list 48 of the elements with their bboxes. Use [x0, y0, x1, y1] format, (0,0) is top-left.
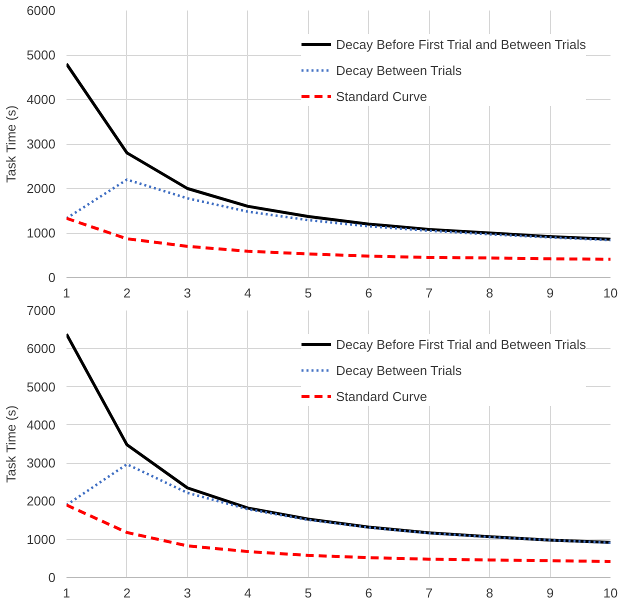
- x-tick-label: 1: [62, 586, 70, 600]
- x-tick-label: 1: [62, 286, 70, 300]
- x-tick-label: 10: [603, 586, 618, 600]
- x-tick-label: 8: [486, 286, 494, 300]
- y-tick-label: 0: [48, 570, 56, 585]
- x-tick-label: 7: [426, 586, 433, 600]
- y-tick-label: 4000: [26, 92, 56, 107]
- x-tick-label: 8: [486, 586, 494, 600]
- line-series: [66, 504, 610, 563]
- y-tick-label: 2000: [26, 181, 56, 196]
- y-tick-label: 0: [48, 270, 56, 285]
- y-tick-label: 7000: [26, 303, 56, 318]
- x-tick-label: 5: [304, 586, 312, 600]
- x-tick-label: 5: [304, 286, 312, 300]
- x-tick-label: 4: [244, 286, 252, 300]
- y-axis-title: Task Time (s): [4, 105, 19, 183]
- y-tick-label: 5000: [26, 379, 56, 394]
- y-tick-label: 6000: [26, 341, 56, 356]
- x-tick-label: 10: [603, 286, 618, 300]
- legend-label: Decay Between Trials: [336, 62, 462, 78]
- legend-label: Standard Curve: [336, 388, 428, 404]
- x-tick-label: 6: [365, 586, 372, 600]
- line-series: [66, 62, 610, 241]
- x-tick-label: 9: [546, 286, 554, 300]
- y-tick-label: 3000: [26, 456, 56, 471]
- y-tick-label: 1000: [26, 532, 56, 547]
- x-tick-label: 7: [426, 286, 433, 300]
- y-axis-title: Task Time (s): [4, 405, 19, 483]
- y-tick-label: 4000: [26, 417, 56, 432]
- x-tick-label: 4: [244, 586, 252, 600]
- y-tick-label: 6000: [26, 3, 56, 18]
- x-tick-label: 3: [184, 586, 192, 600]
- legend-label: Decay Before First Trial and Between Trials: [336, 336, 586, 352]
- x-tick-label: 2: [123, 286, 131, 300]
- x-tick-label: 3: [184, 286, 192, 300]
- y-tick-label: 3000: [26, 136, 56, 152]
- line-series: [66, 462, 610, 544]
- legend-label: Standard Curve: [336, 88, 428, 104]
- x-tick-label: 6: [365, 286, 372, 300]
- y-tick-label: 2000: [26, 494, 56, 509]
- line-series: [66, 216, 610, 261]
- y-tick-label: 5000: [26, 48, 56, 62]
- y-tick-label: 1000: [26, 226, 56, 240]
- line-series: [66, 178, 610, 242]
- legend-label: Decay Between Trials: [336, 362, 462, 378]
- x-tick-label: 2: [123, 586, 131, 600]
- x-tick-label: 9: [546, 586, 554, 600]
- legend-label: Decay Before First Trial and Between Trials: [336, 36, 586, 52]
